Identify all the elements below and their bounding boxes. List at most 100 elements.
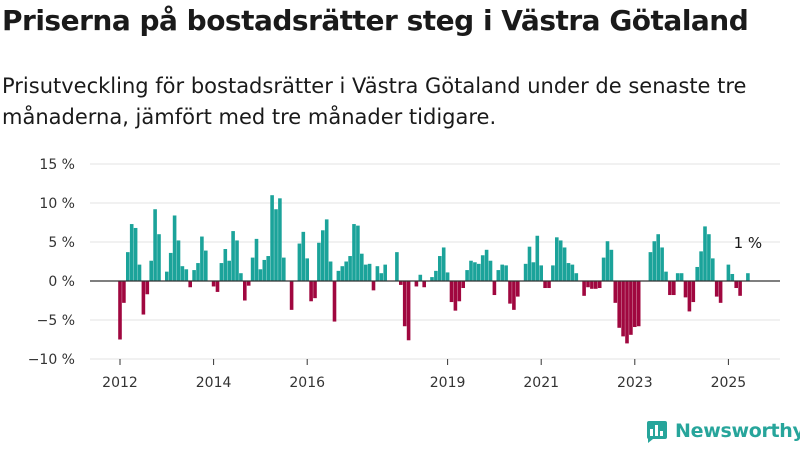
bar [672, 281, 676, 296]
bar [395, 252, 399, 281]
x-tick-label: 2016 [289, 375, 325, 391]
bar [165, 271, 169, 281]
bar [453, 281, 458, 311]
bar [691, 281, 696, 303]
bar [270, 195, 274, 281]
y-tick-label: 5 % [48, 235, 75, 251]
bar [664, 271, 668, 281]
bar [430, 277, 434, 281]
bar [449, 281, 454, 303]
x-tick-label: 2021 [523, 375, 559, 391]
bar [574, 273, 579, 281]
bar [516, 281, 520, 297]
bar [399, 281, 403, 285]
bar [157, 234, 161, 281]
bar [383, 264, 387, 281]
bar [172, 215, 177, 281]
bar [734, 281, 738, 289]
bar [176, 240, 181, 281]
bar [438, 256, 442, 281]
bar [746, 273, 750, 281]
bar [301, 231, 306, 281]
bar [703, 226, 707, 281]
x-tick-label: 2023 [617, 375, 653, 391]
bar [555, 237, 559, 281]
bar [274, 209, 278, 281]
bar [590, 281, 594, 289]
bar-chart: −10 % −5 % 0 % 5 % 10 % 15 % 2012 2014 2016 2019… [28, 157, 780, 391]
bar [504, 265, 508, 281]
bar [317, 242, 321, 281]
bar [707, 234, 711, 281]
bar [118, 281, 122, 340]
bar [231, 231, 235, 281]
bar [621, 281, 625, 337]
bar [738, 281, 742, 296]
bar [726, 264, 731, 281]
bar [402, 281, 407, 327]
bar [360, 253, 364, 281]
bar [484, 249, 489, 281]
bar [539, 265, 543, 281]
y-tick-label: 0 % [48, 274, 75, 290]
bar [246, 281, 251, 286]
bar [324, 219, 329, 281]
bar [699, 251, 703, 281]
bar [211, 281, 216, 287]
bar [488, 260, 493, 281]
bar [601, 257, 606, 281]
bar [652, 241, 657, 281]
bar [149, 260, 153, 281]
bar [543, 281, 547, 289]
bar [227, 260, 231, 281]
bar [184, 269, 189, 281]
gridlines [90, 163, 780, 360]
bar [254, 238, 259, 281]
bar [422, 281, 426, 288]
bar [527, 246, 532, 281]
bar [605, 241, 610, 281]
bar [278, 198, 282, 281]
bar [305, 258, 309, 281]
bar [200, 236, 204, 281]
bar [609, 249, 614, 281]
bar [153, 209, 157, 281]
bar [406, 281, 411, 341]
bar [336, 270, 341, 281]
y-tick-label: −5 % [37, 313, 75, 329]
bar [356, 225, 360, 281]
y-tick-label: 10 % [39, 196, 75, 212]
bar [508, 281, 512, 304]
bar [122, 281, 126, 303]
bar [340, 266, 345, 281]
bar [321, 230, 325, 281]
bar [687, 281, 692, 312]
bar [582, 281, 586, 296]
bar [363, 264, 368, 281]
bar [309, 281, 313, 302]
x-axis-ticks: 2012 2014 2016 2019 2021 2023 2025 [102, 359, 746, 391]
bar [629, 281, 633, 335]
bar [344, 261, 348, 281]
bar [313, 281, 317, 299]
bar [523, 263, 528, 281]
bar [196, 263, 200, 281]
bar [551, 265, 555, 281]
bar [266, 256, 270, 281]
bar [718, 281, 723, 303]
y-axis-tick-labels: −10 % −5 % 0 % 5 % 10 % 15 % [28, 157, 75, 368]
bar [328, 261, 333, 281]
bar [570, 264, 575, 281]
bar [129, 224, 134, 281]
bar [457, 281, 462, 302]
bar [418, 274, 423, 281]
bar [683, 281, 688, 298]
bar [133, 227, 138, 281]
bar [492, 281, 497, 296]
bar-chart-logo-icon [646, 421, 667, 443]
bar [215, 281, 220, 292]
bars [118, 195, 750, 344]
bar [730, 273, 735, 281]
bar [496, 270, 501, 281]
last-value-annotation: 1 % [734, 234, 763, 252]
